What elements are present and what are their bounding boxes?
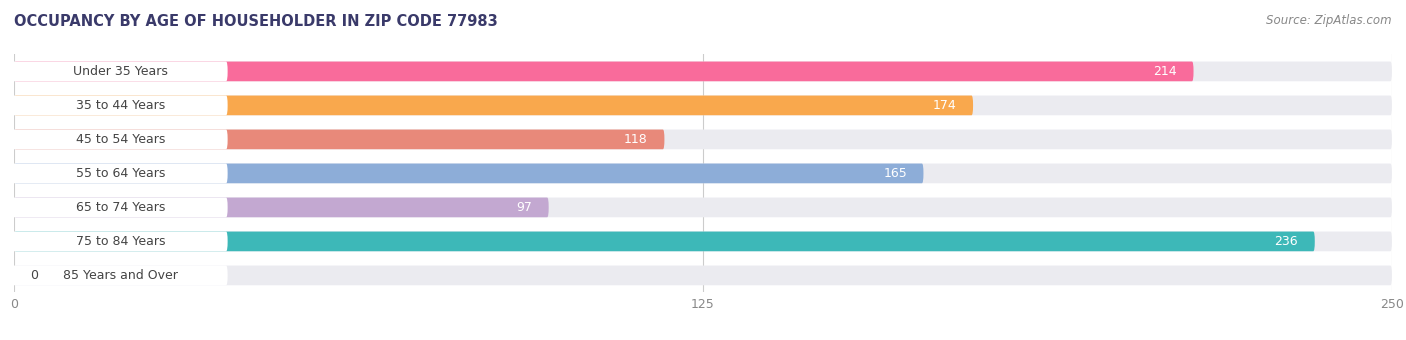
FancyBboxPatch shape [14, 266, 1392, 285]
Text: 174: 174 [932, 99, 956, 112]
Text: Source: ZipAtlas.com: Source: ZipAtlas.com [1267, 14, 1392, 27]
FancyBboxPatch shape [8, 198, 228, 217]
Text: 75 to 84 Years: 75 to 84 Years [76, 235, 166, 248]
FancyBboxPatch shape [8, 62, 228, 81]
FancyBboxPatch shape [14, 62, 1194, 81]
Text: 236: 236 [1275, 235, 1298, 248]
Text: 214: 214 [1153, 65, 1177, 78]
FancyBboxPatch shape [14, 198, 548, 217]
FancyBboxPatch shape [14, 198, 1392, 217]
FancyBboxPatch shape [14, 96, 1392, 115]
Text: 45 to 54 Years: 45 to 54 Years [76, 133, 166, 146]
FancyBboxPatch shape [8, 96, 228, 115]
Text: 55 to 64 Years: 55 to 64 Years [76, 167, 166, 180]
FancyBboxPatch shape [14, 232, 1392, 251]
FancyBboxPatch shape [8, 130, 228, 149]
Text: 97: 97 [516, 201, 531, 214]
FancyBboxPatch shape [14, 62, 1392, 81]
FancyBboxPatch shape [14, 164, 924, 183]
Text: OCCUPANCY BY AGE OF HOUSEHOLDER IN ZIP CODE 77983: OCCUPANCY BY AGE OF HOUSEHOLDER IN ZIP C… [14, 14, 498, 29]
Text: 165: 165 [883, 167, 907, 180]
FancyBboxPatch shape [8, 232, 228, 251]
Text: 118: 118 [624, 133, 648, 146]
FancyBboxPatch shape [8, 266, 228, 285]
Text: Under 35 Years: Under 35 Years [73, 65, 169, 78]
FancyBboxPatch shape [8, 164, 228, 183]
FancyBboxPatch shape [14, 130, 1392, 149]
Text: 65 to 74 Years: 65 to 74 Years [76, 201, 166, 214]
Text: 35 to 44 Years: 35 to 44 Years [76, 99, 166, 112]
Text: 0: 0 [31, 269, 38, 282]
FancyBboxPatch shape [14, 164, 1392, 183]
FancyBboxPatch shape [14, 232, 1315, 251]
FancyBboxPatch shape [14, 130, 665, 149]
Text: 85 Years and Over: 85 Years and Over [63, 269, 179, 282]
FancyBboxPatch shape [14, 96, 973, 115]
